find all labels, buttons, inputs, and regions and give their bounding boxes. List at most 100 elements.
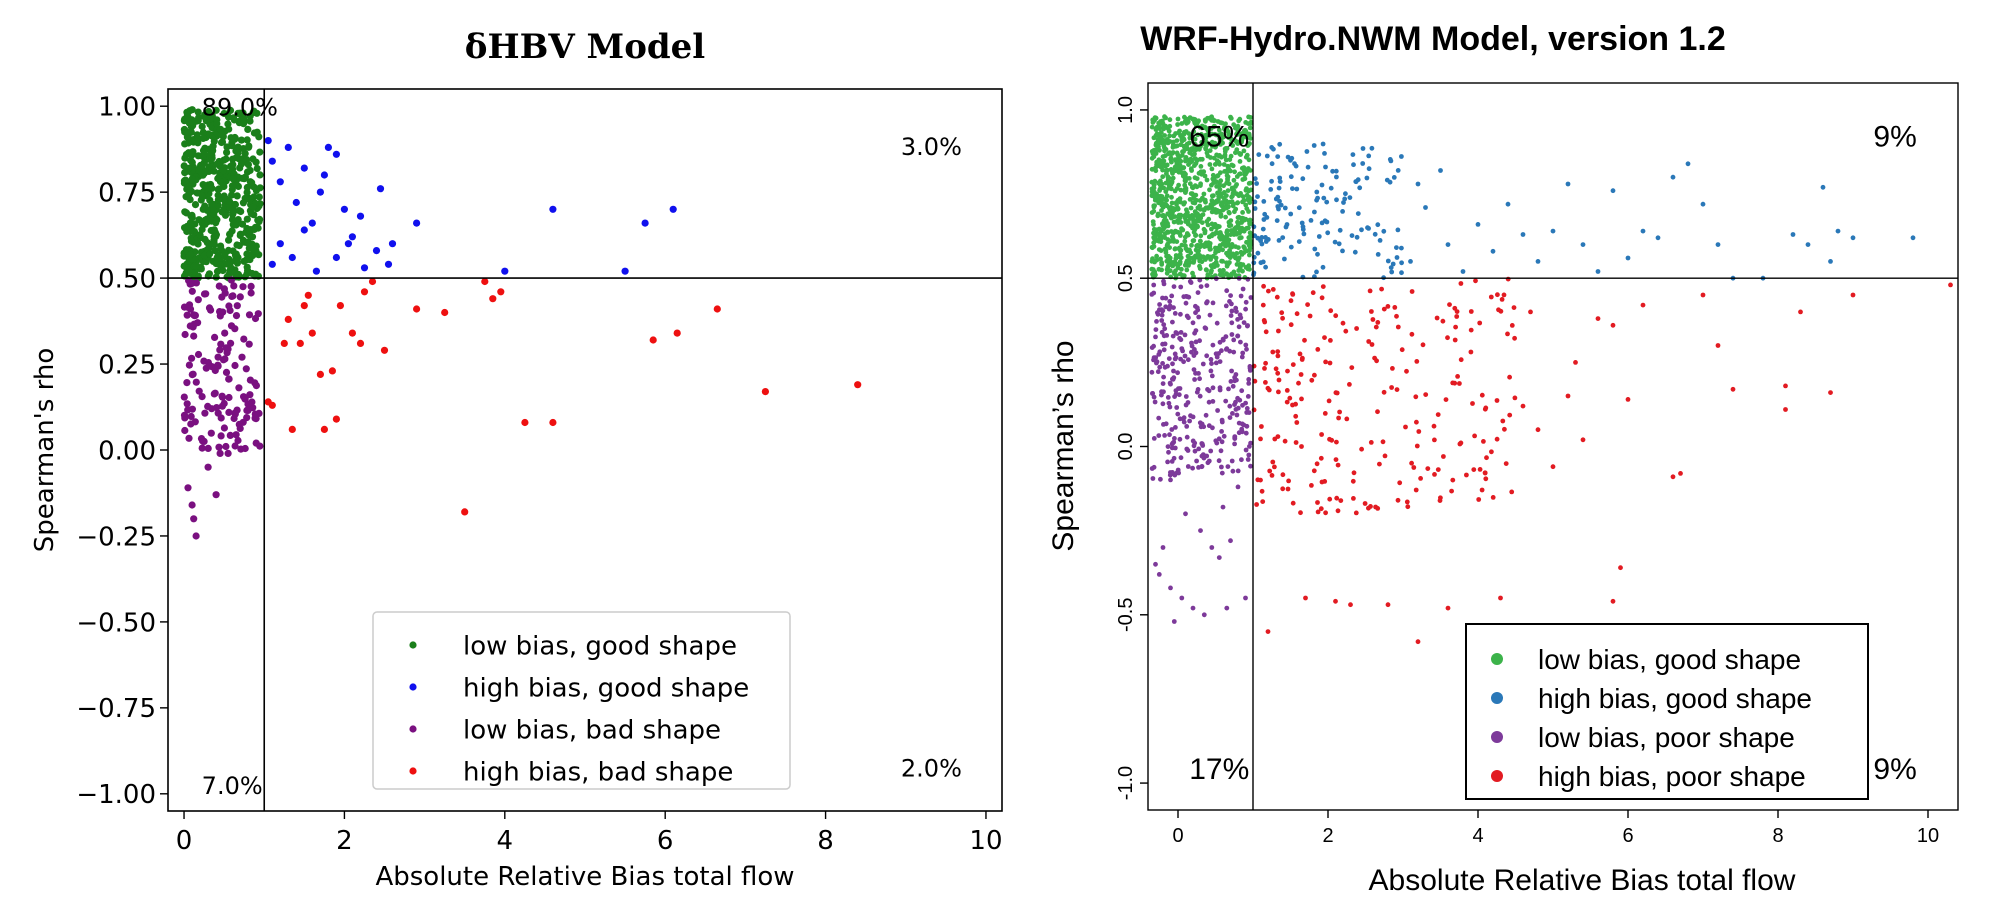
right-point-s0-279 xyxy=(1160,137,1166,143)
right-point-s1-83 xyxy=(1360,161,1366,166)
left-point-s0-425 xyxy=(255,193,263,201)
right-point-s2-268 xyxy=(1170,376,1176,382)
left-point-s3-8 xyxy=(316,370,324,378)
right-point-s2-119 xyxy=(1206,399,1212,405)
right-point-s0-696 xyxy=(1192,143,1198,148)
right-point-s3-106 xyxy=(1452,337,1458,343)
left-point-s2-46 xyxy=(221,329,229,337)
right-point-s3-69 xyxy=(1309,377,1315,383)
left-point-s0-382 xyxy=(255,218,263,226)
right-point-s3-226 xyxy=(1320,284,1326,289)
right-point-s3-113 xyxy=(1498,308,1504,314)
right-point-s3-26 xyxy=(1468,309,1474,314)
right-point-s3-133 xyxy=(1262,366,1267,371)
right-point-s1-91 xyxy=(1259,241,1265,247)
right-point-s1-20 xyxy=(1349,233,1355,239)
right-point-s0-751 xyxy=(1214,158,1220,164)
right-point-s0-476 xyxy=(1175,116,1181,122)
right-point-s1-158 xyxy=(1520,232,1526,237)
right-point-s1-128 xyxy=(1260,259,1266,265)
left-point-s2-97 xyxy=(188,371,196,379)
left-point-s0-507 xyxy=(248,269,256,278)
left-point-s0-506 xyxy=(206,250,214,258)
left-point-s2-9 xyxy=(211,333,219,341)
right-point-s3-216 xyxy=(1416,429,1422,434)
right-point-s2-362 xyxy=(1183,511,1188,517)
right-point-s0-1006 xyxy=(1187,147,1193,153)
right-point-s0-730 xyxy=(1149,179,1155,185)
right-point-s3-65 xyxy=(1327,360,1333,366)
right-point-s3-86 xyxy=(1473,278,1478,284)
left-point-s1-10 xyxy=(340,205,348,213)
left-point-s2-39 xyxy=(190,332,198,340)
left-legend-label-1: high bias, good shape xyxy=(463,673,749,703)
right-point-s0-749 xyxy=(1198,181,1203,187)
right-point-s3-157 xyxy=(1293,440,1299,445)
right-point-s2-84 xyxy=(1194,458,1199,464)
right-point-s0-928 xyxy=(1191,129,1197,135)
right-point-s1-179 xyxy=(1910,235,1916,241)
right-point-s3-44 xyxy=(1270,349,1276,355)
right-point-s1-50 xyxy=(1323,164,1328,170)
right-point-s3-115 xyxy=(1272,436,1278,442)
right-point-s3-246 xyxy=(1445,605,1451,611)
right-point-s1-22 xyxy=(1276,185,1282,191)
left-point-s0-241 xyxy=(253,164,261,173)
right-point-s1-96 xyxy=(1322,218,1328,224)
left-point-s0-490 xyxy=(249,203,257,211)
right-point-s0-961 xyxy=(1162,114,1167,120)
right-point-s3-73 xyxy=(1315,500,1320,505)
right-point-s3-58 xyxy=(1337,409,1342,415)
left-point-s3-26 xyxy=(649,336,657,344)
right-point-s0-869 xyxy=(1178,142,1184,148)
right-point-s3-189 xyxy=(1315,347,1321,352)
left-point-s2-88 xyxy=(230,282,238,290)
right-point-s2-120 xyxy=(1228,379,1234,384)
right-point-s2-215 xyxy=(1238,315,1244,321)
right-point-s0-988 xyxy=(1205,205,1211,211)
right-point-s3-107 xyxy=(1318,455,1324,461)
right-point-s0-1090 xyxy=(1235,215,1241,221)
right-point-s2-318 xyxy=(1204,453,1210,459)
right-point-s0-1044 xyxy=(1197,263,1202,269)
right-point-s2-256 xyxy=(1160,401,1166,407)
right-point-s1-5 xyxy=(1333,168,1339,174)
right-point-s3-171 xyxy=(1340,320,1346,326)
right-point-s0-1058 xyxy=(1183,190,1188,196)
right-point-s0-694 xyxy=(1231,122,1237,128)
left-point-s3-30 xyxy=(854,381,862,389)
right-point-s0-427 xyxy=(1224,230,1230,235)
right-point-s2-348 xyxy=(1156,352,1162,357)
right-point-s2-364 xyxy=(1235,484,1241,490)
right-point-s2-75 xyxy=(1150,476,1156,481)
right-point-s0-807 xyxy=(1152,194,1158,200)
right-point-s3-270 xyxy=(1528,309,1533,315)
right-point-s2-325 xyxy=(1161,333,1167,339)
left-point-s0-184 xyxy=(212,273,220,281)
right-point-s0-1033 xyxy=(1165,241,1170,247)
left-point-s2-40 xyxy=(225,408,233,416)
left-point-s0-481 xyxy=(199,128,207,136)
right-point-s1-32 xyxy=(1263,264,1268,270)
left-point-s2-56 xyxy=(188,287,196,295)
right-point-s3-136 xyxy=(1445,335,1450,341)
left-point-s0-97 xyxy=(246,166,254,174)
right-point-s2-69 xyxy=(1228,293,1233,298)
right-point-s0-814 xyxy=(1151,148,1157,153)
right-point-s0-1056 xyxy=(1240,210,1245,215)
right-point-s0-1036 xyxy=(1209,233,1214,238)
right-point-s2-359 xyxy=(1216,555,1222,560)
right-point-s0-1054 xyxy=(1162,225,1167,231)
left-point-s0-458 xyxy=(249,155,257,163)
right-point-s0-991 xyxy=(1182,182,1188,188)
right-point-s0-469 xyxy=(1237,151,1243,157)
right-point-s3-37 xyxy=(1425,466,1431,471)
left-point-s2-1 xyxy=(225,393,233,402)
right-point-s2-16 xyxy=(1192,377,1197,382)
right-point-s2-202 xyxy=(1192,347,1197,352)
left-x-tick-label-1: 2 xyxy=(336,826,353,856)
left-point-s0-446 xyxy=(255,133,263,141)
right-point-s3-235 xyxy=(1476,497,1482,502)
right-point-s0-1041 xyxy=(1191,258,1197,263)
left-point-s1-24 xyxy=(268,260,276,268)
